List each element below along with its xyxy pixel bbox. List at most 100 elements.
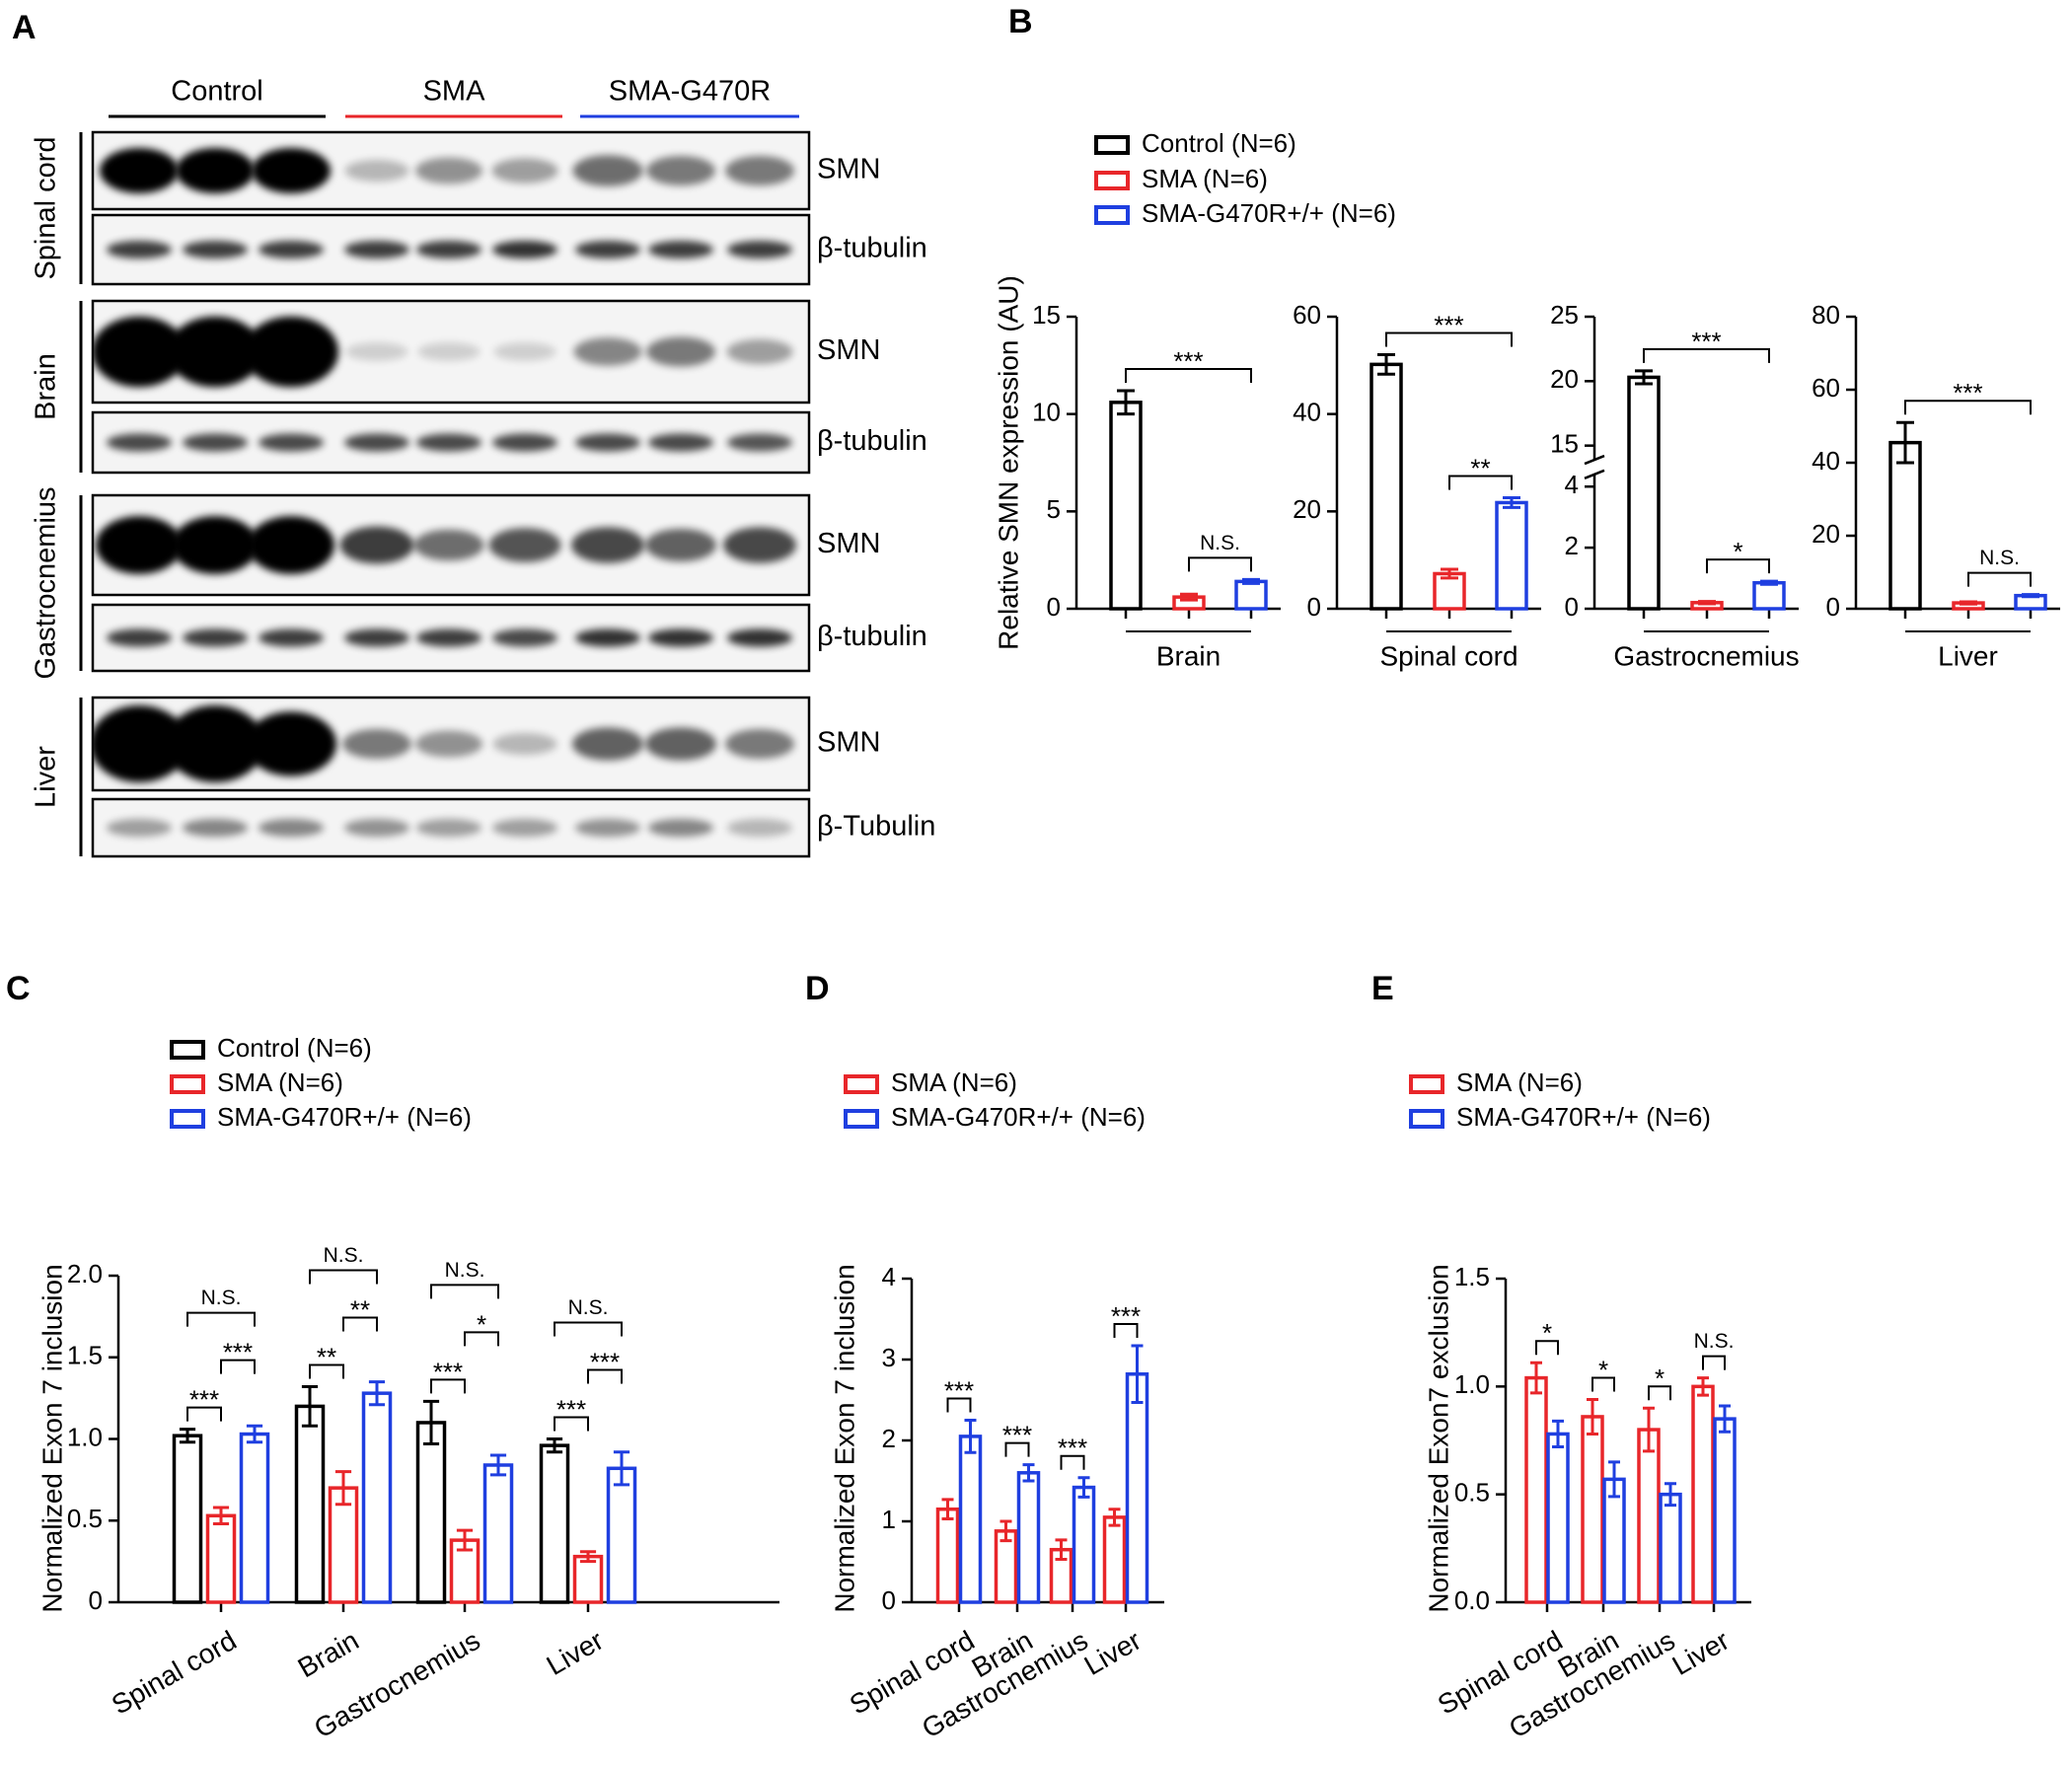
y-tick-label: 60 — [1812, 373, 1840, 403]
bar — [482, 1463, 514, 1604]
band — [726, 338, 793, 365]
error-bar — [941, 1498, 954, 1521]
y-tick-label: 15 — [1032, 300, 1061, 330]
error-bar — [301, 1385, 319, 1428]
y-tick-label: 1.5 — [67, 1341, 103, 1370]
band — [168, 316, 262, 388]
significance-label: *** — [433, 1357, 463, 1386]
group-label: SMA-G470R — [609, 76, 771, 108]
significance-bracket — [1060, 1454, 1085, 1470]
band — [727, 241, 792, 258]
band-label: SMN — [817, 154, 880, 185]
bar — [1637, 1428, 1661, 1604]
y-tick-label: 3 — [882, 1343, 896, 1372]
band — [571, 527, 644, 563]
significance-label: *** — [590, 1347, 620, 1376]
error-bar — [1697, 1376, 1709, 1397]
y-axis-label: Normalized Exon 7 inclusion — [37, 1264, 67, 1612]
error-bar — [489, 1453, 507, 1477]
bar — [1627, 375, 1661, 611]
legend-label: SMA (N=6) — [217, 1068, 343, 1097]
error-bar — [1117, 389, 1135, 416]
bar — [1109, 401, 1143, 611]
y-axis-label: Relative SMN expression (AU) — [993, 275, 1023, 650]
bar — [205, 1513, 237, 1604]
significance-label: *** — [1002, 1420, 1032, 1449]
error-bar — [456, 1528, 474, 1552]
panel-letter: C — [6, 970, 31, 1007]
error-bar — [212, 1506, 230, 1526]
significance-label: N.S. — [445, 1259, 485, 1282]
significance-bracket — [1702, 1355, 1726, 1370]
band — [646, 156, 715, 185]
error-bar — [964, 1419, 977, 1454]
blot-frame — [91, 410, 811, 475]
legend-label: SMA (N=6) — [1142, 164, 1268, 193]
significance-label: ** — [1470, 453, 1490, 482]
y-tick-label: 20 — [1812, 519, 1840, 549]
tissue-label: Gastrocnemius — [31, 486, 62, 679]
significance-bracket — [1125, 367, 1252, 383]
significance-label: *** — [1111, 1301, 1141, 1331]
error-bar — [1587, 1397, 1598, 1436]
error-bar — [1665, 1482, 1676, 1508]
significance-label: *** — [1058, 1434, 1087, 1463]
significance-bracket — [1188, 556, 1252, 572]
legend-swatch — [170, 1040, 205, 1060]
band — [415, 730, 482, 758]
band — [107, 628, 172, 647]
error-bar — [1643, 1406, 1655, 1453]
band — [339, 526, 414, 564]
blot-frame — [91, 299, 811, 405]
significance-bracket — [464, 1331, 499, 1347]
band-label: SMN — [817, 727, 880, 759]
y-tick-label: 4 — [1565, 470, 1579, 499]
blot-frame — [91, 797, 811, 858]
error-bar — [1760, 579, 1778, 586]
band — [244, 316, 338, 388]
bar — [1234, 579, 1268, 611]
error-bar — [1242, 577, 1260, 585]
band — [492, 628, 557, 647]
error-bar — [1131, 1344, 1144, 1404]
band — [248, 516, 334, 574]
error-bar — [1055, 1538, 1068, 1562]
band — [645, 528, 716, 562]
band — [492, 241, 557, 258]
y-tick-label: 2 — [1565, 531, 1579, 560]
y-tick-label: 1.0 — [67, 1422, 103, 1451]
significance-label: *** — [1953, 378, 1982, 407]
error-bar — [1530, 1361, 1542, 1395]
band — [575, 628, 640, 647]
significance-label: *** — [944, 1375, 974, 1405]
significance-label: *** — [189, 1384, 219, 1414]
bar — [1713, 1417, 1737, 1604]
band — [107, 819, 172, 837]
significance-label: ** — [317, 1342, 336, 1371]
band — [417, 342, 481, 361]
significance-label: * — [1542, 1318, 1552, 1348]
x-tick-label: Spinal cord — [1379, 640, 1517, 671]
significance-bracket — [554, 1416, 589, 1432]
bar — [606, 1466, 637, 1604]
error-bar — [579, 1550, 597, 1564]
bar — [1581, 1415, 1604, 1604]
band — [491, 158, 558, 184]
significance-label: *** — [1434, 310, 1463, 339]
band — [575, 819, 640, 837]
legend-swatch — [1094, 205, 1130, 225]
significance-bracket — [1648, 1385, 1671, 1401]
bar — [415, 1421, 447, 1604]
band — [648, 241, 713, 258]
axis-break — [1584, 469, 1605, 480]
significance-bracket — [554, 1321, 623, 1337]
bar — [1691, 1384, 1715, 1604]
y-tick-label: 40 — [1293, 398, 1321, 427]
y-tick-label: 15 — [1550, 429, 1579, 459]
error-bar — [1960, 600, 1977, 606]
error-bar — [1719, 1404, 1731, 1434]
bar — [1524, 1375, 1548, 1604]
band — [107, 241, 172, 258]
significance-bracket — [1535, 1340, 1559, 1356]
band — [575, 433, 640, 452]
